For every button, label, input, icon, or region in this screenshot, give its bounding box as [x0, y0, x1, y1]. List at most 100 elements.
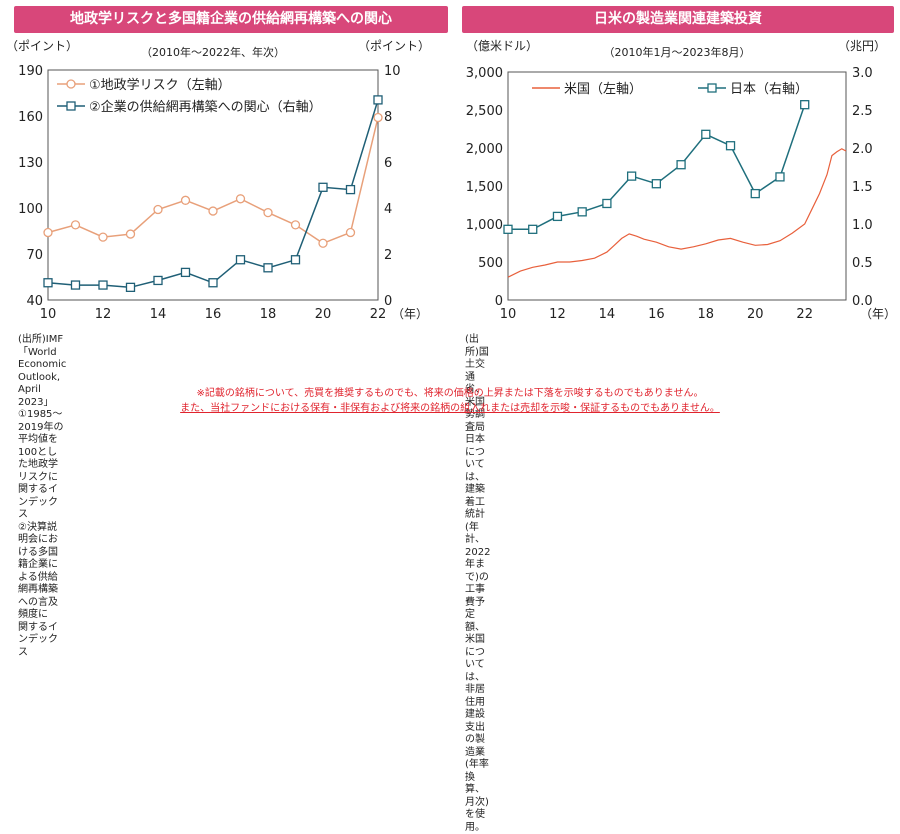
data-point	[153, 204, 163, 215]
x-tick: 12	[95, 307, 112, 322]
data-point	[125, 229, 136, 239]
data-point	[800, 100, 810, 110]
data-point	[290, 220, 301, 230]
x-tick: 22	[796, 307, 813, 322]
y-right-tick: 2	[384, 248, 392, 263]
series-line	[508, 104, 806, 231]
y-left-tick: 1,000	[466, 218, 503, 233]
y-right-unit: （兆円）	[838, 39, 886, 53]
data-point	[98, 232, 108, 242]
left-note-3: 関するインデックス	[18, 621, 58, 658]
data-point	[180, 195, 191, 205]
data-point	[235, 255, 246, 265]
right-chart: （億米ドル） （2010年1月～2023年8月） （兆円） 0 500 1,000 1,50…	[466, 39, 896, 322]
y-left-tick: 100	[18, 202, 43, 217]
data-point	[208, 278, 218, 288]
x-unit: （年）	[392, 307, 428, 321]
data-point	[318, 182, 328, 192]
x-tick: 10	[500, 307, 517, 322]
data-point	[345, 184, 356, 195]
disclaimer-line-1: ※記載の銘柄について、売買を推奨するものでも、将来の価格の上昇または下落を示唆す…	[196, 388, 704, 399]
data-point	[180, 267, 191, 278]
legend-marker	[707, 83, 717, 93]
legend-label: ①地政学リスク（左軸）	[89, 77, 231, 93]
y-left-tick: 190	[18, 64, 43, 79]
y-right-tick: 1.5	[852, 180, 873, 195]
y-left-unit: （億米ドル）	[466, 39, 538, 53]
data-point	[651, 179, 662, 189]
data-point	[528, 224, 538, 234]
data-point	[263, 263, 273, 273]
data-point	[70, 220, 81, 230]
data-point	[373, 112, 383, 123]
right-chart-title: 日米の製造業関連建築投資	[462, 6, 894, 33]
right-note-2: 米国については、非居住用建設支出の製造業(年率換算、月次)を使用。	[465, 634, 489, 833]
x-tick: 20	[747, 307, 764, 322]
y-right-unit: （ポイント）	[358, 39, 430, 53]
x-tick: 10	[40, 307, 57, 322]
y-left-tick: 2,500	[466, 104, 503, 119]
disclaimer-line-2: また、当社ファンドにおける保有・非保有および将来の銘柄の組入れまたは売却を示唆・…	[180, 403, 720, 414]
plot-frame	[47, 69, 379, 301]
series-line	[47, 117, 379, 245]
y-right-tick: 1.0	[852, 218, 873, 233]
data-point	[290, 255, 301, 265]
data-point	[725, 141, 736, 151]
x-unit: （年）	[860, 307, 896, 321]
y-right-tick: 2.0	[852, 142, 873, 157]
data-point	[552, 211, 563, 222]
left-chart: （ポイント） （2010年～2022年、年次） （ポイント）407010013016…	[6, 39, 430, 322]
data-point	[345, 227, 356, 238]
x-tick: 18	[698, 307, 715, 322]
y-right-tick: 3.0	[852, 66, 873, 81]
data-point	[70, 280, 81, 290]
data-point	[701, 129, 711, 139]
y-left-tick: 2,000	[466, 142, 503, 157]
series-line	[507, 148, 847, 278]
data-point	[373, 95, 383, 105]
y-left-tick: 160	[18, 110, 43, 125]
data-point	[153, 275, 163, 286]
x-tick: 22	[370, 307, 387, 322]
y-left-tick: 0	[495, 294, 503, 309]
left-notes: (出所)IMF「World Economic Outlook, April 20…	[18, 334, 66, 659]
left-note-2: ②決算説明会における多国籍企業による供給網再構築への言及頻度に	[18, 521, 58, 621]
series-line	[47, 99, 379, 289]
plot-frame	[507, 71, 847, 301]
y-right-tick: 0	[384, 294, 392, 309]
legend-marker	[66, 79, 76, 89]
legend-marker	[66, 101, 76, 111]
y-right-tick: 0.5	[852, 256, 873, 271]
y-right-tick: 6	[384, 156, 392, 171]
data-point	[208, 206, 218, 216]
y-left-tick: 70	[26, 248, 43, 263]
chart-subtitle: （2010年～2022年、年次）	[141, 45, 285, 59]
x-tick: 18	[260, 307, 277, 322]
data-point	[43, 227, 53, 238]
y-right-tick: 2.5	[852, 104, 873, 119]
data-point	[125, 282, 136, 293]
y-left-tick: 130	[18, 156, 43, 171]
chart-subtitle: （2010年1月～2023年8月）	[604, 45, 751, 59]
data-point	[602, 198, 612, 209]
data-point	[235, 194, 246, 204]
x-tick: 12	[549, 307, 566, 322]
data-point	[750, 188, 760, 199]
y-left-tick: 40	[26, 294, 43, 309]
x-tick: 16	[648, 307, 665, 322]
y-right-tick: 10	[384, 64, 401, 79]
y-left-tick: 500	[478, 256, 503, 271]
left-note-1: ①1985～2019年の平均値を100とした地政学リスクに関するインデックス	[18, 409, 64, 520]
legend-label: 米国（左軸）	[564, 82, 642, 97]
data-point	[43, 278, 53, 288]
x-tick: 14	[599, 307, 616, 322]
y-right-tick: 0.0	[852, 294, 873, 309]
y-left-tick: 3,000	[466, 66, 503, 81]
left-note-source: (出所)IMF「World Economic Outlook, April 20…	[18, 334, 67, 408]
legend-label: ②企業の供給網再構築への関心（右軸）	[89, 99, 322, 115]
y-left-unit: （ポイント）	[6, 39, 78, 53]
data-point	[676, 160, 686, 170]
x-tick: 16	[205, 307, 222, 322]
x-tick: 20	[315, 307, 332, 322]
data-point	[98, 280, 108, 290]
